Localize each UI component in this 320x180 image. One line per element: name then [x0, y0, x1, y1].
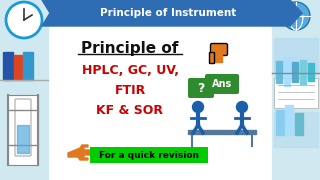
Bar	[274, 38, 318, 73]
Text: KF & SOR: KF & SOR	[97, 103, 164, 116]
Bar	[212, 54, 222, 62]
Text: FTIR: FTIR	[114, 84, 146, 96]
Bar	[276, 110, 284, 135]
FancyBboxPatch shape	[188, 78, 214, 98]
Bar	[308, 63, 314, 81]
Bar	[274, 112, 318, 147]
Text: Principle of: Principle of	[81, 40, 179, 55]
Bar	[292, 62, 298, 82]
Text: HPLC, GC, UV,: HPLC, GC, UV,	[82, 64, 179, 76]
Bar	[0, 0, 48, 180]
Bar	[272, 0, 320, 180]
Bar	[284, 58, 290, 86]
Text: Principle of Instrument: Principle of Instrument	[100, 8, 236, 18]
Text: Ans: Ans	[212, 79, 232, 89]
Circle shape	[236, 102, 247, 112]
Bar	[300, 60, 306, 84]
FancyBboxPatch shape	[210, 53, 214, 64]
Bar	[274, 78, 318, 108]
Circle shape	[282, 2, 310, 30]
Text: For a quick revision: For a quick revision	[99, 150, 199, 159]
Circle shape	[193, 102, 204, 112]
Bar	[276, 61, 282, 83]
Polygon shape	[42, 0, 302, 26]
Bar	[295, 113, 303, 135]
Circle shape	[6, 2, 42, 38]
Bar	[17, 125, 29, 153]
Bar	[285, 105, 293, 135]
FancyBboxPatch shape	[211, 44, 228, 55]
Bar	[3, 52, 13, 80]
FancyBboxPatch shape	[90, 147, 208, 163]
Polygon shape	[68, 145, 90, 160]
Bar	[23, 52, 33, 80]
Text: ?: ?	[197, 82, 205, 94]
Bar	[14, 55, 22, 80]
FancyBboxPatch shape	[15, 99, 31, 156]
Bar	[8, 95, 38, 165]
FancyBboxPatch shape	[205, 74, 239, 94]
Bar	[188, 130, 256, 134]
